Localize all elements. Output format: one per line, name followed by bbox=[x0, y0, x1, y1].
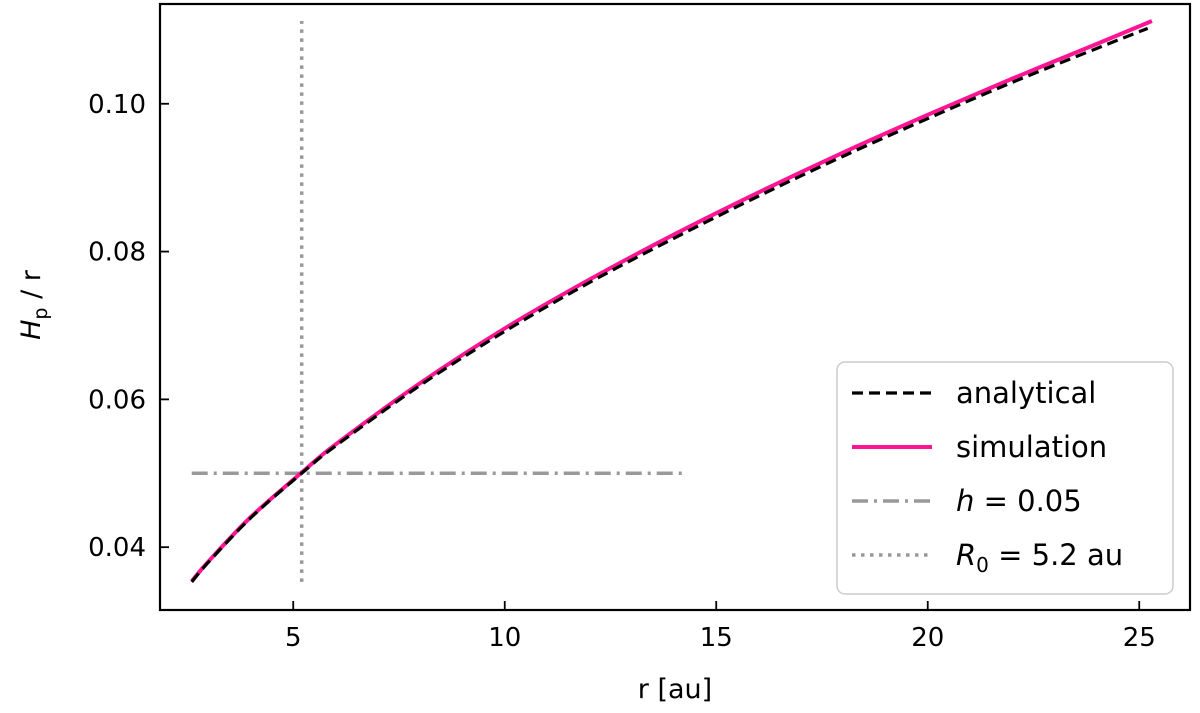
legend-label-r0-var: R bbox=[956, 538, 976, 572]
x-tick-label: 10 bbox=[488, 623, 521, 653]
legend-label-h-var: h bbox=[956, 484, 974, 518]
legend-label-analytical: analytical bbox=[956, 376, 1096, 410]
legend-label-r0-rest: = 5.2 au bbox=[989, 538, 1123, 572]
y-axis-label: Hp / r bbox=[16, 269, 52, 340]
legend-label-r0: R0 = 5.2 au bbox=[956, 538, 1123, 577]
y-axis-label-var: H bbox=[16, 320, 47, 340]
x-tick-label: 5 bbox=[285, 623, 302, 653]
series-line-simulation bbox=[190, 19, 1153, 583]
y-tick-label: 0.08 bbox=[88, 238, 146, 268]
x-tick-label: 25 bbox=[1123, 623, 1156, 653]
legend-box bbox=[836, 361, 1174, 595]
x-axis: 5 10 15 20 25 bbox=[285, 601, 1156, 653]
x-axis-label: r [au] bbox=[638, 674, 712, 705]
series-layer bbox=[190, 19, 1153, 583]
y-tick-label: 0.06 bbox=[88, 385, 146, 415]
legend-label-h: h = 0.05 bbox=[956, 484, 1082, 518]
y-tick-label: 0.10 bbox=[88, 90, 146, 120]
legend-label-r0-sub: 0 bbox=[976, 553, 989, 577]
y-axis-label-sub: p bbox=[30, 308, 52, 320]
y-axis: 0.04 0.06 0.08 0.10 bbox=[88, 90, 169, 563]
y-axis-label-rest: / r bbox=[16, 269, 47, 307]
legend-label-h-rest: = 0.05 bbox=[974, 484, 1081, 518]
plot-frame bbox=[158, 2, 1192, 612]
legend-label-simulation: simulation bbox=[956, 430, 1107, 464]
x-tick-label: 15 bbox=[700, 623, 733, 653]
y-tick-label: 0.04 bbox=[88, 533, 146, 563]
legend: analytical simulation h = 0.05 R0 = 5.2 … bbox=[836, 361, 1174, 595]
x-tick-label: 20 bbox=[911, 623, 944, 653]
